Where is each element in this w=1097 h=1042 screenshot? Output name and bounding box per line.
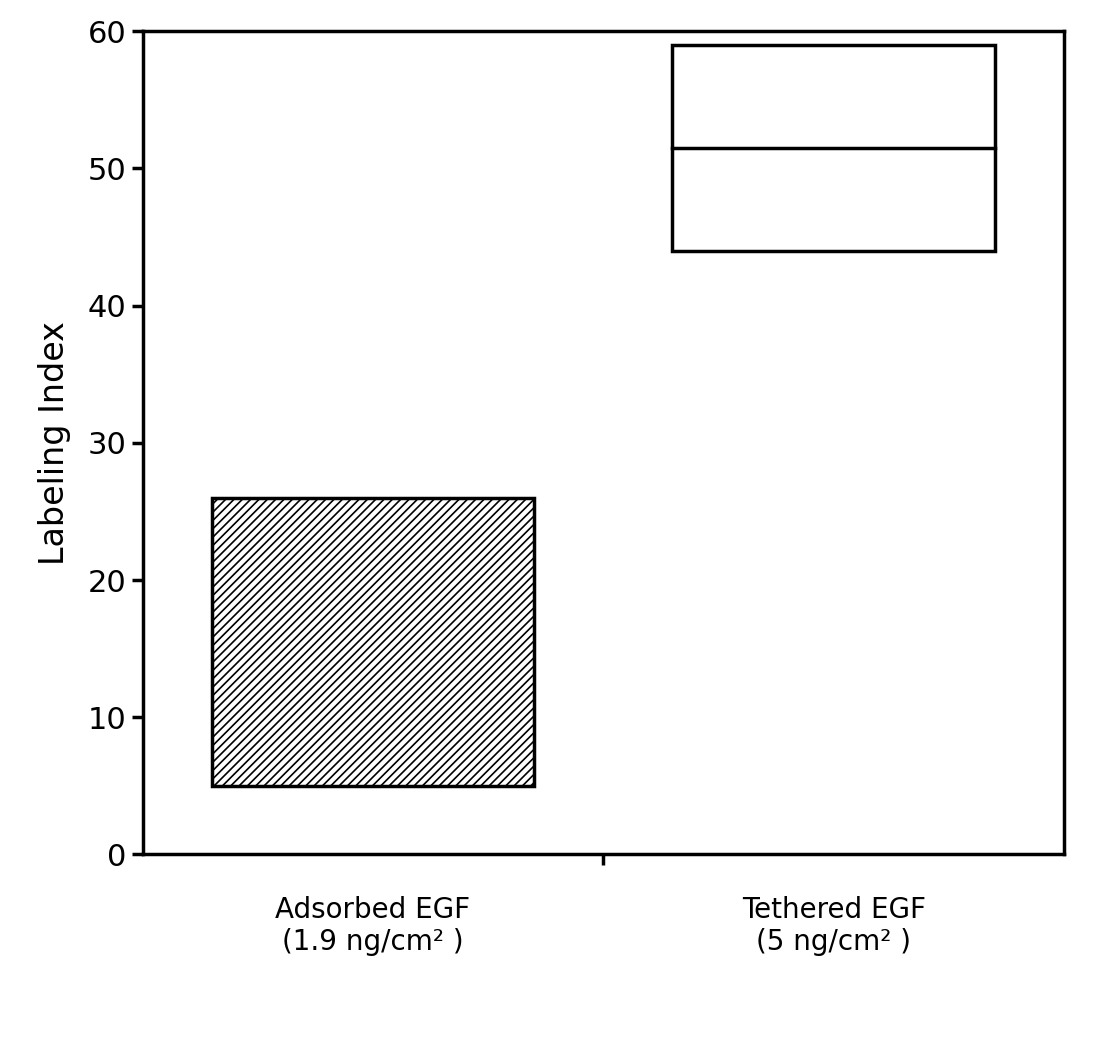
Text: Tethered EGF
(5 ng/cm² ): Tethered EGF (5 ng/cm² ) bbox=[742, 896, 926, 956]
Text: Adsorbed EGF
(1.9 ng/cm² ): Adsorbed EGF (1.9 ng/cm² ) bbox=[275, 896, 471, 956]
Bar bbox=[672, 45, 995, 251]
Bar bbox=[212, 498, 534, 786]
Y-axis label: Labeling Index: Labeling Index bbox=[38, 321, 71, 565]
